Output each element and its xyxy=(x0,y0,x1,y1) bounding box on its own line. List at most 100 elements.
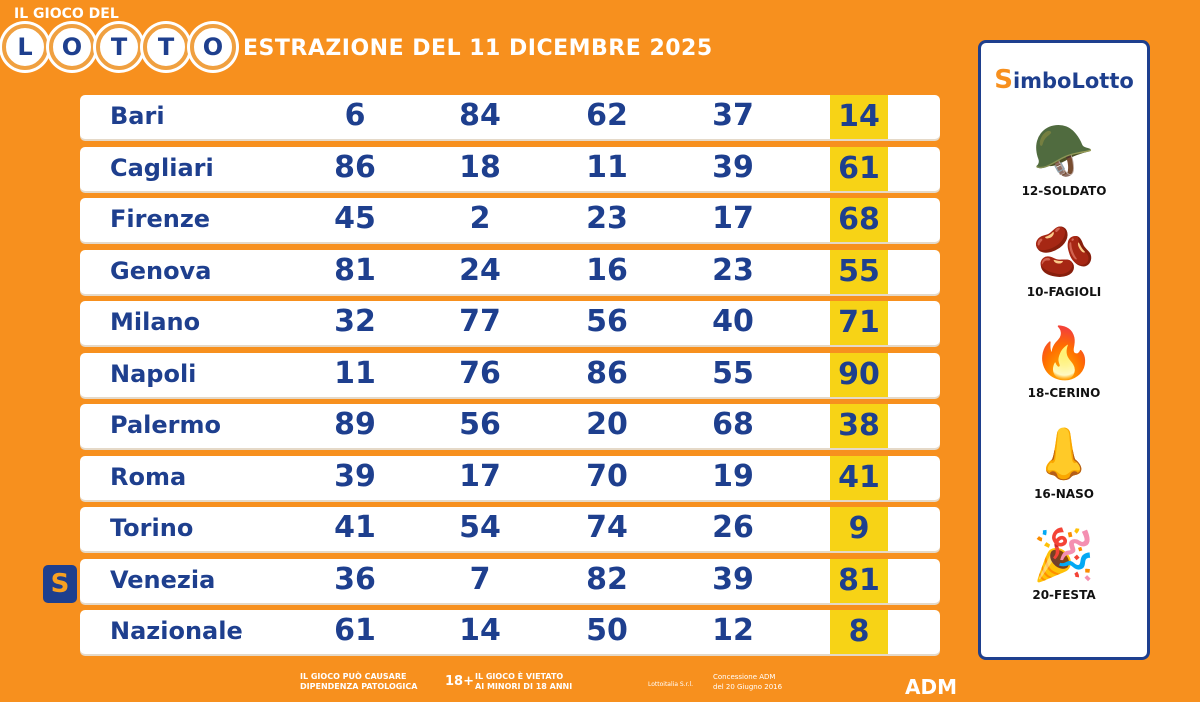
highlighted-number: 90 xyxy=(830,352,888,397)
drawn-number: 11 xyxy=(334,355,376,391)
warning-line: IL GIOCO PUÒ CAUSARE xyxy=(300,672,407,681)
lotto-logo: L O T T O xyxy=(2,24,237,70)
drawn-number: 23 xyxy=(586,201,628,236)
table-row: Palermo 89 56 20 68 38 xyxy=(80,404,940,448)
draw-title: ESTRAZIONE DEL 11 DICEMBRE 2025 xyxy=(243,36,713,61)
drawn-number: 41 xyxy=(334,510,376,545)
symbol-label: 18-CERINO xyxy=(1027,386,1101,400)
city-name: Roma xyxy=(110,462,187,491)
drawn-number: 70 xyxy=(586,458,628,494)
party-popper-icon: 🎉 xyxy=(1032,526,1096,584)
highlighted-number: 61 xyxy=(830,146,888,191)
table-row: Napoli 11 76 86 55 90 xyxy=(80,352,940,397)
drawn-number: 84 xyxy=(459,98,501,133)
table-row: Nazionale 61 14 50 12 8 xyxy=(80,610,940,654)
table-row: Cagliari 86 18 11 39 61 xyxy=(80,146,940,191)
symbol-label: 20-FESTA xyxy=(1032,588,1096,602)
drawn-number: 2 xyxy=(469,201,491,236)
table-row: Torino 41 54 74 26 9 xyxy=(80,507,940,551)
table-row: Bari 6 84 62 37 14 xyxy=(80,95,940,139)
warning-text: IL GIOCO PUÒ CAUSARE DIPENDENZA PATOLOGIC… xyxy=(300,672,417,692)
drawn-number: 20 xyxy=(586,407,628,442)
drawn-number: 56 xyxy=(459,407,501,442)
drawn-number: 18 xyxy=(459,149,501,185)
drawn-number: 81 xyxy=(334,252,376,288)
simbolotto-s: S xyxy=(994,65,1013,95)
warning-line: DIPENDENZA PATOLOGICA xyxy=(300,682,418,691)
concession-line: Concessione ADM xyxy=(713,673,776,681)
age-badge: 18+ xyxy=(445,674,474,689)
symbol-item: 🪖 12-SOLDATO xyxy=(981,118,1147,198)
table-row: Milano 32 77 56 40 71 xyxy=(80,301,940,345)
city-name: Palermo xyxy=(110,411,221,439)
drawn-number: 86 xyxy=(586,355,628,391)
symbol-label: 12-SOLDATO xyxy=(1021,184,1107,198)
drawn-number: 74 xyxy=(586,510,628,545)
logo-ball: O xyxy=(49,24,95,70)
drawn-number: 37 xyxy=(712,98,754,133)
drawn-number: 7 xyxy=(469,561,491,597)
drawn-number: 17 xyxy=(712,201,754,236)
drawn-number: 39 xyxy=(334,458,376,494)
drawn-number: 12 xyxy=(712,613,754,648)
drawn-number: 14 xyxy=(459,613,501,648)
concession-line: del 20 Giugno 2016 xyxy=(713,683,783,691)
logo-ball: L xyxy=(2,24,48,70)
logo-ball: T xyxy=(143,24,189,70)
drawn-number: 77 xyxy=(459,304,501,339)
drawn-number: 39 xyxy=(712,561,754,597)
city-name: Napoli xyxy=(110,359,197,388)
logo-caption: IL GIOCO DEL xyxy=(14,6,119,22)
logo-ball: O xyxy=(190,24,236,70)
drawn-number: 6 xyxy=(344,98,366,133)
drawn-number: 55 xyxy=(712,355,754,391)
city-name: Venezia xyxy=(110,565,216,594)
drawn-number: 24 xyxy=(459,252,501,288)
highlighted-number: 55 xyxy=(830,249,888,294)
highlighted-number: 41 xyxy=(830,455,888,500)
drawn-number: 89 xyxy=(334,407,376,442)
logo-ball: T xyxy=(96,24,142,70)
highlighted-number: 71 xyxy=(830,301,888,345)
nose-icon: 👃 xyxy=(1032,425,1096,483)
city-name: Firenze xyxy=(110,205,211,233)
symbol-item: 👃 16-NASO xyxy=(981,421,1147,501)
drawn-number: 62 xyxy=(586,98,628,133)
drawn-number: 26 xyxy=(712,510,754,545)
age-line: IL GIOCO È VIETATO xyxy=(475,672,564,681)
symbol-label: 10-FAGIOLI xyxy=(1026,285,1102,299)
table-row: Roma 39 17 70 19 41 xyxy=(80,455,940,500)
city-name: Bari xyxy=(110,102,165,130)
drawn-number: 19 xyxy=(712,458,754,494)
highlighted-number: 9 xyxy=(830,507,888,551)
drawn-number: 61 xyxy=(334,613,376,648)
highlighted-number: 81 xyxy=(830,558,888,603)
drawn-number: 86 xyxy=(334,149,376,185)
symbol-item: 🎉 20-FESTA xyxy=(981,522,1147,602)
drawn-number: 54 xyxy=(459,510,501,545)
city-name: Genova xyxy=(110,256,212,285)
simbolotto-title-text: imboLotto xyxy=(1012,69,1134,93)
highlighted-number: 38 xyxy=(830,404,888,448)
drawn-number: 56 xyxy=(586,304,628,339)
drawn-number: 45 xyxy=(334,201,376,236)
table-row: Genova 81 24 16 23 55 xyxy=(80,249,940,294)
simbolotto-panel: SimboLotto 🪖 12-SOLDATO 🫘 10-FAGIOLI 🔥 18-CER… xyxy=(978,40,1150,660)
beans-icon: 🫘 xyxy=(1032,223,1096,281)
drawn-number: 82 xyxy=(586,561,628,597)
simbolotto-wheel-badge: S xyxy=(43,565,77,603)
drawn-number: 76 xyxy=(459,355,501,391)
highlighted-number: 14 xyxy=(830,95,888,139)
table-row: Firenze 45 2 23 17 68 xyxy=(80,198,940,242)
drawn-number: 36 xyxy=(334,561,376,597)
city-name: Nazionale xyxy=(110,617,243,645)
drawn-number: 32 xyxy=(334,304,376,339)
company-name: Lottoitalia S.r.l. xyxy=(648,681,694,688)
drawn-number: 40 xyxy=(712,304,754,339)
highlighted-number: 68 xyxy=(830,198,888,242)
concession: Concessione ADM del 20 Giugno 2016 xyxy=(713,672,782,692)
drawn-number: 17 xyxy=(459,458,501,494)
drawn-number: 68 xyxy=(712,407,754,442)
drawn-number: 16 xyxy=(586,252,628,288)
drawn-number: 23 xyxy=(712,252,754,288)
